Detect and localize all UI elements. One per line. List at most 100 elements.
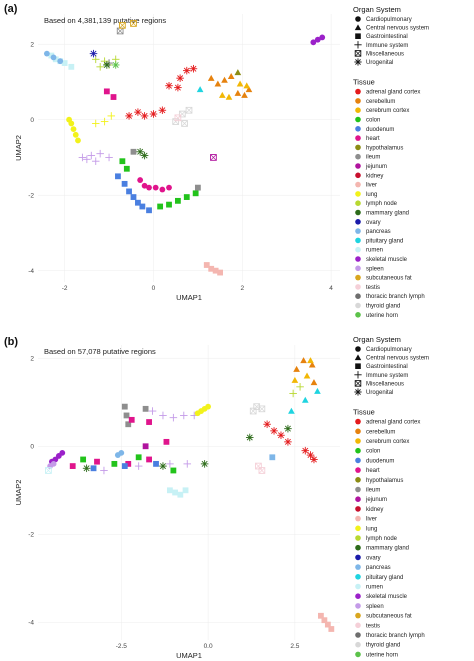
- data-point: [270, 427, 278, 435]
- legend-label: Miscellaneous: [366, 51, 404, 57]
- data-point: [72, 131, 79, 138]
- data-point: [68, 120, 75, 127]
- data-point: [89, 49, 98, 58]
- data-point: [100, 57, 109, 65]
- data-point: [314, 36, 321, 43]
- data-point: [241, 91, 248, 98]
- legend-label: Central nervous system: [366, 356, 429, 362]
- panel-subtitle: Based on 57,078 putative regions: [44, 347, 156, 356]
- data-point: [57, 58, 64, 65]
- data-point: [245, 86, 253, 93]
- legend-swatch: [355, 632, 361, 638]
- legend-swatch: [355, 200, 361, 206]
- data-point: [90, 465, 97, 472]
- y-tick-label: 2: [30, 356, 34, 363]
- legend-label: uterine horn: [366, 313, 398, 319]
- data-point: [203, 262, 210, 268]
- legend-label: ileum: [366, 488, 380, 494]
- data-point: [140, 151, 149, 160]
- data-point: [225, 93, 233, 100]
- legend-swatch: [355, 622, 361, 629]
- data-point: [321, 617, 328, 624]
- y-tick-label: -2: [28, 192, 34, 199]
- data-points: [43, 20, 326, 276]
- data-point: [52, 56, 59, 63]
- legend-label: ileum: [366, 155, 380, 161]
- legend-swatch: [355, 457, 361, 464]
- data-point: [103, 61, 111, 69]
- legend-label: colon: [366, 118, 380, 124]
- x-axis-title: UMAP1: [176, 651, 202, 660]
- data-point: [207, 74, 215, 81]
- legend-label: liver: [366, 183, 377, 189]
- legend-swatch: [355, 651, 361, 658]
- data-point: [149, 110, 158, 118]
- legend-label: uterine horn: [366, 652, 398, 658]
- legend-swatch: [355, 88, 361, 95]
- legend-swatch: [355, 116, 361, 123]
- data-point: [146, 184, 152, 191]
- legend-swatch: [355, 535, 361, 541]
- legend-label: pituitary gland: [366, 575, 403, 581]
- legend-label: pancreas: [366, 229, 391, 235]
- legend-label: ovary: [366, 555, 381, 561]
- data-point: [96, 63, 104, 71]
- data-point: [328, 626, 335, 632]
- legend-swatch: [355, 107, 361, 113]
- data-point: [137, 177, 144, 183]
- y-tick-label: 0: [30, 117, 34, 124]
- data-point: [217, 269, 223, 276]
- legend-key-star: [354, 388, 362, 396]
- legend-swatch: [355, 153, 361, 160]
- legend-swatch: [355, 163, 361, 169]
- legend-label: skeletal muscle: [366, 594, 408, 600]
- data-point: [121, 463, 128, 469]
- data-point: [159, 462, 167, 470]
- legend: Organ System Cardiopulmonary Central nervo…: [353, 335, 429, 658]
- data-point: [111, 61, 120, 69]
- data-point: [269, 454, 276, 461]
- legend-swatch: [355, 574, 361, 580]
- legend-key-boxx: [354, 50, 362, 57]
- legend-swatch: [355, 477, 361, 483]
- legend-swatch: [355, 237, 361, 244]
- legend-label: hypothalamus: [366, 145, 403, 151]
- data-point: [134, 108, 142, 116]
- legend-swatch: [355, 246, 361, 253]
- data-point: [165, 81, 173, 90]
- data-point: [128, 416, 135, 423]
- legend-label: lung: [366, 526, 377, 532]
- legend-swatch: [355, 612, 361, 619]
- legend-title-tissue: Tissue: [353, 408, 375, 417]
- data-point: [205, 403, 211, 410]
- data-point: [208, 265, 215, 272]
- y-axis-title: UMAP2: [14, 480, 23, 506]
- data-point: [303, 372, 311, 379]
- legend-label: heart: [366, 468, 380, 474]
- legend-swatch: [355, 135, 361, 141]
- legend-key-boxx: [354, 380, 362, 387]
- data-point: [140, 112, 149, 120]
- data-point: [284, 424, 292, 433]
- data-point: [146, 456, 152, 463]
- y-tick-label: 0: [30, 444, 34, 451]
- legend-label: Central nervous system: [366, 26, 429, 32]
- legend-label: duodenum: [366, 458, 394, 464]
- data-point: [103, 88, 110, 95]
- data-point: [167, 487, 173, 494]
- data-point: [212, 267, 219, 274]
- legend-label: adrenal gland cortex: [366, 420, 420, 426]
- data-point: [172, 489, 179, 496]
- data-point: [148, 407, 157, 415]
- legend-swatch: [355, 265, 361, 272]
- legend-label: jejunum: [365, 497, 387, 503]
- legend-swatch: [355, 126, 361, 132]
- legend-title-tissue: Tissue: [353, 78, 375, 87]
- data-point: [105, 153, 113, 162]
- data-point: [111, 460, 118, 467]
- legend-label: duodenum: [366, 127, 394, 133]
- data-point: [45, 467, 52, 474]
- legend-key-square: [355, 33, 361, 39]
- legend-label: cerebellum: [366, 99, 395, 105]
- data-point: [300, 357, 307, 364]
